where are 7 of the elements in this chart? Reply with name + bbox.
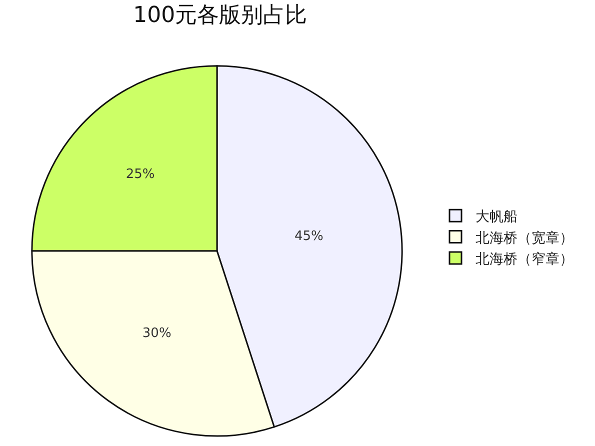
legend-label: 大帆船 bbox=[476, 209, 518, 226]
legend-label: 北海桥（宽章） bbox=[476, 230, 574, 246]
chart-title: 100元各版别占比 bbox=[133, 3, 308, 28]
data-label: 30% bbox=[142, 326, 172, 342]
data-label: 25% bbox=[126, 166, 155, 182]
legend-label: 北海桥（窄章） bbox=[476, 251, 574, 268]
data-label: 45% bbox=[294, 228, 324, 244]
